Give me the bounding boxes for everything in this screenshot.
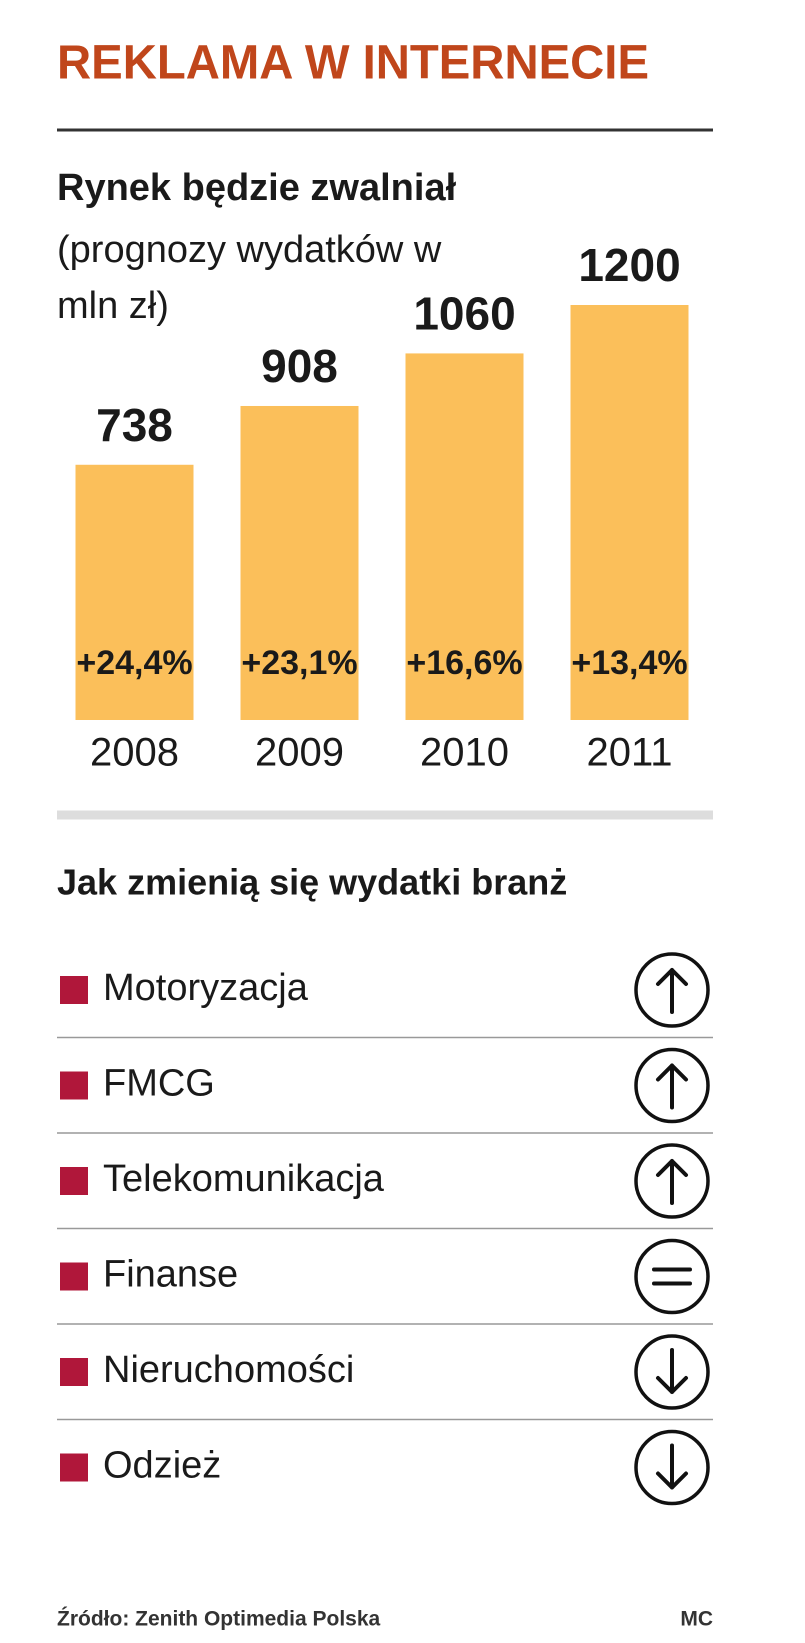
x-tick-label: 2009 [255,731,344,775]
marker [60,1071,88,1100]
marker [60,1167,88,1195]
x-tick-label: 2010 [420,731,509,775]
trend-icon [634,952,710,1028]
header: REKLAMA W INTERNECIE [57,37,649,90]
trend-icon [634,1143,710,1219]
trend-icon [634,1047,710,1124]
value-label: 738 [96,399,173,451]
source: Źródło: Zenith Optimedia Polska [57,1608,381,1631]
growth-label: +16,6% [406,644,522,682]
item-label: Telekomunikacja [103,1158,385,1200]
marker [60,976,88,1004]
item-label: Motoryzacja [103,967,309,1009]
trend-arrow [656,1063,688,1110]
growth-label: +24,4% [76,644,192,682]
x-tick-label: 2008 [90,731,179,775]
trend-icon [634,1238,710,1315]
bar [405,353,524,720]
trend-equal [652,1267,692,1286]
item-label: Finanse [103,1254,238,1296]
value-label: 908 [261,340,338,392]
trend-arrow [656,1348,688,1394]
chart-title: Rynek będzie zwalniał [57,167,457,209]
marker [60,1262,88,1291]
trend-arrow [656,1443,688,1490]
trend-icon [634,1429,710,1506]
bar [75,464,194,720]
growth-label: +13,4% [571,644,687,682]
item-label: Odzież [103,1445,221,1487]
list-title: Jak zmienią się wydatki branż [57,862,567,903]
chart-subtitle: (prognozy wydatków w mln zł) [57,229,442,327]
author: MC [680,1608,713,1631]
value-label: 1200 [578,239,680,291]
trend-arrow [656,1159,688,1205]
value-label: 1060 [413,288,515,340]
growth-label: +23,1% [241,644,357,682]
marker [60,1358,88,1386]
trend-icon [634,1334,710,1410]
item-label: Nieruchomości [103,1349,354,1391]
bar [570,305,689,720]
marker [60,1453,88,1482]
bar [240,405,359,720]
x-tick-label: 2011 [586,731,672,775]
trend-arrow [656,968,688,1014]
item-label: FMCG [103,1063,215,1105]
